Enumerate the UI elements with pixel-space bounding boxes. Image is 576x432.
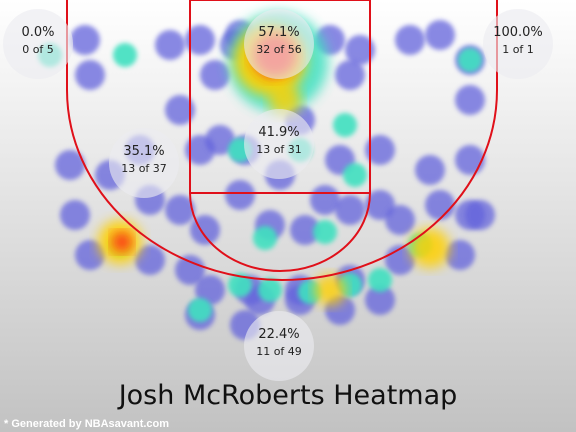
cold-blob-39 xyxy=(195,275,225,305)
credit-text: * Generated by NBAsavant.com xyxy=(4,418,170,430)
cold-blob-0 xyxy=(70,25,100,55)
cold-blob-33 xyxy=(425,190,455,220)
cool-blob-8 xyxy=(313,220,337,244)
court-lines xyxy=(66,0,498,281)
cold-blob-9 xyxy=(75,60,105,90)
cool-blob-16 xyxy=(368,268,392,292)
three-point-line xyxy=(66,0,498,281)
zone-above-break-three: 22.4% 11 of 49 xyxy=(244,311,314,381)
post-warm xyxy=(269,84,301,116)
zone-pct: 41.9% xyxy=(258,125,300,140)
zone-pct: 35.1% xyxy=(123,144,165,159)
zone-count: 32 of 56 xyxy=(256,43,302,56)
cold-blob-53 xyxy=(200,60,230,90)
cold-blob-21 xyxy=(415,155,445,185)
zone-restricted-area: 57.1% 32 of 56 xyxy=(244,9,314,79)
cold-blob-10 xyxy=(455,85,485,115)
cold-blob-46 xyxy=(465,200,495,230)
cold-blob-6 xyxy=(395,25,425,55)
cold-blob-30 xyxy=(335,195,365,225)
cold-blob-2 xyxy=(185,25,215,55)
cool-blob-10 xyxy=(258,278,282,302)
zone-pct: 100.0% xyxy=(493,25,543,40)
free-throw-circle xyxy=(189,192,371,272)
cold-blob-28 xyxy=(290,215,320,245)
arc-warm xyxy=(314,274,346,306)
zone-count: 13 of 31 xyxy=(256,143,302,156)
zone-count: 13 of 37 xyxy=(121,162,167,175)
cold-blob-13 xyxy=(55,150,85,180)
left-wing-hot xyxy=(112,232,132,252)
cold-blob-26 xyxy=(225,180,255,210)
zone-pct: 57.1% xyxy=(258,25,300,40)
zone-count: 0 of 5 xyxy=(22,43,54,56)
cold-blob-36 xyxy=(75,240,105,270)
zone-count: 11 of 49 xyxy=(256,345,302,358)
cold-blob-7 xyxy=(425,20,455,50)
cold-blob-1 xyxy=(155,30,185,60)
zone-pct: 0.0% xyxy=(21,25,55,40)
zone-pct: 22.4% xyxy=(258,327,300,342)
zone-mid-range: 35.1% 13 of 37 xyxy=(109,128,179,198)
zone-right-corner-three: 100.0% 1 of 1 xyxy=(483,9,553,79)
cold-blob-24 xyxy=(165,195,195,225)
zone-paint-non-ra: 41.9% 13 of 31 xyxy=(244,109,314,179)
cool-blob-2 xyxy=(458,48,482,72)
cold-blob-16 xyxy=(205,125,235,155)
cold-blob-51 xyxy=(365,285,395,315)
cold-blob-45 xyxy=(445,240,475,270)
cool-blob-6 xyxy=(343,163,367,187)
paint-lane xyxy=(189,0,371,194)
cool-blob-3 xyxy=(333,113,357,137)
cool-blob-7 xyxy=(253,226,277,250)
chart-title: Josh McRoberts Heatmap xyxy=(118,380,458,411)
zone-left-corner-three: 0.0% 0 of 5 xyxy=(3,9,73,79)
cold-blob-20 xyxy=(365,135,395,165)
cool-blob-14 xyxy=(228,273,252,297)
heat-blobs xyxy=(38,12,495,340)
cold-blob-35 xyxy=(60,200,90,230)
cold-blob-5 xyxy=(345,35,375,65)
cold-blob-37 xyxy=(135,245,165,275)
cold-blob-38 xyxy=(175,255,205,285)
zone-count: 1 of 1 xyxy=(502,43,534,56)
cold-blob-32 xyxy=(385,205,415,235)
cold-blob-11 xyxy=(165,95,195,125)
right-wing-warm xyxy=(410,228,450,268)
cool-blob-9 xyxy=(188,298,212,322)
cold-blob-22 xyxy=(455,145,485,175)
cool-blob-1 xyxy=(113,43,137,67)
cold-blob-54 xyxy=(335,60,365,90)
